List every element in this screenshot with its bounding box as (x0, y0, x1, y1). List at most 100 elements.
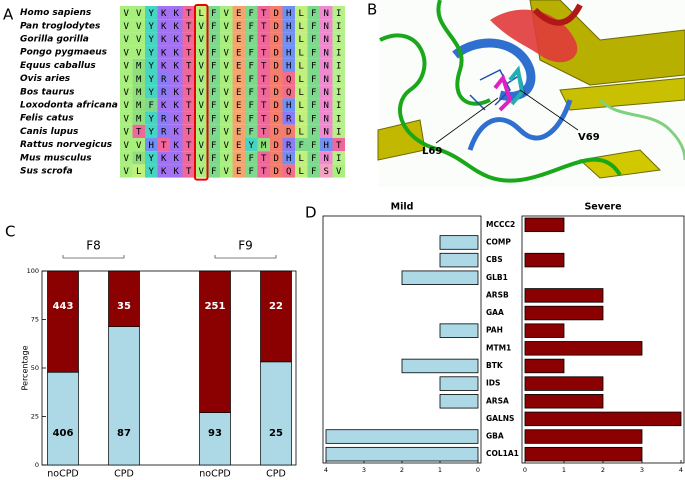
residue-cell (257, 19, 270, 33)
pointer (435, 97, 499, 144)
residue: V (124, 88, 130, 98)
residue-cell (282, 19, 295, 33)
residue-cell (282, 58, 295, 72)
residue-cell (182, 138, 195, 152)
residue-cell (182, 58, 195, 72)
bar-segment (260, 361, 292, 466)
residue-cell (182, 45, 195, 59)
residue: E (236, 128, 241, 138)
residue-cell (307, 72, 320, 86)
residue: K (174, 22, 180, 32)
residue-cell (232, 45, 245, 59)
residue-cell (220, 58, 233, 72)
residue-cell (132, 111, 145, 125)
residue-cell (332, 98, 345, 112)
residue: K (161, 9, 167, 19)
residue: M (261, 141, 267, 151)
residue: M (136, 88, 142, 98)
species-name: Loxodonta africana (20, 101, 118, 111)
residue: V (224, 75, 230, 85)
y-axis-label: Percentage (21, 345, 30, 390)
residue: F (311, 22, 316, 32)
residue: F (249, 167, 254, 177)
residue-cell (295, 151, 308, 165)
residue-cell (207, 85, 220, 99)
residue-cell (207, 151, 220, 165)
residue-cell (157, 45, 170, 59)
residue: H (286, 154, 291, 164)
group-label: F9 (238, 239, 253, 253)
residue: V (336, 167, 342, 177)
residue: Q (286, 167, 291, 177)
residue-cell (195, 98, 208, 112)
residue-cell (232, 19, 245, 33)
species-name: Equus caballus (20, 61, 96, 71)
residue: V (224, 114, 230, 124)
panel-title: Severe (584, 202, 621, 213)
residue-cell (220, 98, 233, 112)
residue-cell (257, 124, 270, 138)
residue: T (186, 88, 192, 98)
residue-cell (245, 58, 258, 72)
category-label: GALNS (486, 414, 514, 423)
residue: I (336, 48, 341, 58)
residue: H (324, 141, 329, 151)
y-tick-label: 100 (27, 267, 39, 275)
residue-cell (157, 151, 170, 165)
species-name: Ovis aries (20, 74, 71, 84)
residue-cell (120, 164, 133, 178)
residue: T (186, 35, 192, 45)
residue: L (299, 9, 304, 19)
residue-cell (157, 164, 170, 178)
residue-cell (295, 58, 308, 72)
residue-cell (195, 6, 208, 20)
residue-cell (170, 45, 183, 59)
residue-cell (282, 151, 295, 165)
residue: N (324, 75, 329, 85)
residue: F (211, 62, 216, 72)
value-label: 22 (269, 301, 283, 312)
x-tick-label: CPD (114, 469, 134, 480)
residue: T (186, 114, 192, 124)
residue: T (261, 9, 267, 19)
residue: N (324, 88, 329, 98)
bar (401, 270, 479, 285)
residue-cell (132, 164, 145, 178)
category-label: BTK (486, 361, 504, 370)
category-label: GAA (486, 308, 504, 317)
x-tick-label: 1 (562, 466, 566, 474)
residue: V (136, 22, 142, 32)
residue: F (211, 75, 216, 85)
residue-cell (157, 111, 170, 125)
residue-cell (332, 138, 345, 152)
residue-cell (207, 138, 220, 152)
residue-cell (145, 6, 158, 20)
pointer (519, 89, 579, 131)
residue-cell (207, 58, 220, 72)
residue: F (249, 128, 254, 138)
residue: N (324, 101, 329, 111)
residue: V (124, 114, 130, 124)
bar (524, 341, 643, 356)
residue-cell (245, 72, 258, 86)
residue: D (274, 101, 279, 111)
residue: E (236, 75, 241, 85)
bar (524, 446, 643, 462)
residue-cell (207, 45, 220, 59)
residue-cell (195, 85, 208, 99)
residue: F (211, 9, 216, 19)
residue: T (261, 88, 267, 98)
residue-cell (332, 85, 345, 99)
residue-cell (195, 72, 208, 86)
residue-cell (120, 85, 133, 99)
residue-cell (182, 124, 195, 138)
residue-cell (270, 32, 283, 46)
x-tick-label: 4 (679, 466, 683, 474)
residue-cell (320, 164, 333, 178)
bar (439, 252, 479, 268)
residue: T (186, 62, 192, 72)
residue: V (124, 141, 130, 151)
residue-cell (120, 124, 133, 138)
residue: I (336, 62, 341, 72)
residue: V (136, 35, 142, 45)
